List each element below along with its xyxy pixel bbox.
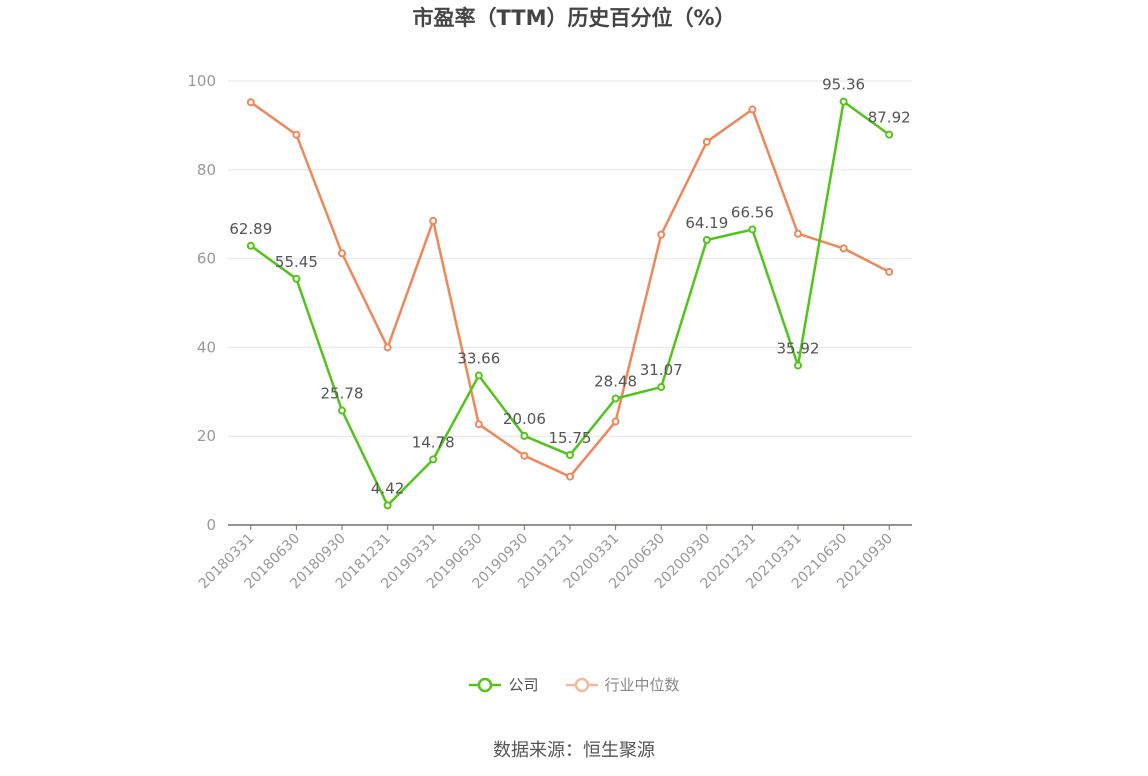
data-point (657, 230, 666, 239)
y-tick-label: 20 (197, 427, 216, 445)
data-point (566, 472, 574, 481)
data-point (839, 97, 848, 106)
data-point (474, 371, 483, 380)
grid-lines (228, 80, 912, 437)
data-point (794, 361, 802, 370)
data-point (885, 267, 894, 276)
data-point (748, 225, 757, 234)
y-tick-label: 80 (197, 161, 216, 179)
data-point (246, 98, 255, 107)
data-point (702, 137, 711, 146)
chart-title: 市盈率（TTM）历史百分位（%） (412, 6, 736, 30)
legend-label-industry: 行业中位数 (604, 676, 680, 694)
data-point (520, 451, 529, 460)
data-point (246, 241, 255, 250)
legend-label-company: 公司 (508, 676, 539, 694)
data-point (748, 105, 757, 114)
legend: 公司 行业中位数 (0, 674, 1148, 695)
data-point (611, 394, 620, 403)
data-label: 62.89 (229, 220, 272, 238)
data-point (702, 235, 711, 244)
data-label: 64.19 (685, 214, 728, 232)
data-label: 55.45 (275, 253, 318, 271)
legend-item-industry[interactable]: 行业中位数 (565, 674, 680, 695)
y-tick-label: 100 (187, 72, 216, 90)
data-point (292, 130, 301, 139)
data-point (429, 216, 438, 225)
data-label: 95.36 (822, 76, 865, 94)
y-tick-label: 60 (197, 250, 216, 268)
data-point (338, 406, 346, 415)
data-label: 15.75 (549, 429, 592, 447)
data-point (429, 455, 438, 464)
data-point (611, 417, 620, 426)
data-label: 33.66 (457, 350, 500, 368)
data-label: 87.92 (868, 109, 911, 127)
data-label: 4.42 (371, 479, 404, 497)
data-point (839, 244, 848, 253)
data-point (885, 130, 894, 139)
data-point (383, 501, 392, 510)
data-label: 28.48 (594, 373, 637, 391)
series-lines (246, 97, 894, 510)
data-point (566, 451, 574, 460)
data-label: 20.06 (503, 410, 546, 428)
data-point (383, 343, 392, 352)
data-label: 25.78 (321, 385, 364, 403)
data-label: 14.78 (412, 433, 455, 451)
data-point (657, 383, 666, 392)
data-label: 66.56 (731, 203, 774, 221)
legend-line-circle-icon (469, 677, 502, 692)
legend-line-circle-icon (565, 677, 598, 692)
data-source-note: 数据来源：恒生聚源 (493, 740, 655, 761)
data-point (520, 431, 529, 440)
y-tick-label: 0 (206, 516, 216, 534)
legend-item-company[interactable]: 公司 (468, 674, 539, 695)
y-tick-label: 40 (197, 338, 216, 356)
data-point (474, 420, 483, 429)
data-point (794, 229, 802, 238)
data-point (292, 274, 301, 283)
data-label: 31.07 (640, 361, 683, 379)
data-point (338, 249, 346, 258)
data-label: 35.92 (777, 340, 820, 358)
